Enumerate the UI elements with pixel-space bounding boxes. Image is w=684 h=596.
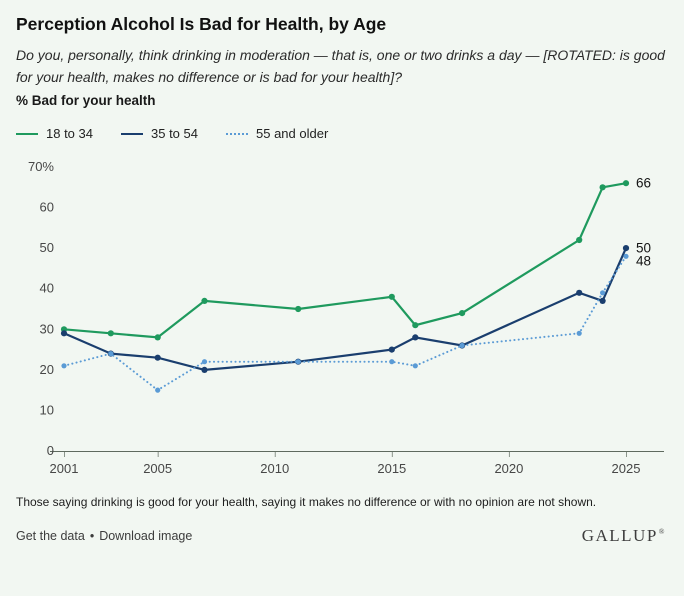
chart-title: Perception Alcohol Is Bad for Health, by… [16, 14, 387, 34]
get-the-data-link[interactable]: Get the data [16, 529, 85, 544]
chart-legend: 18 to 34 35 to 54 55 and older [16, 126, 666, 141]
gallup-logo: GALLUP® [582, 526, 666, 546]
chart-card: Perception Alcohol Is Bad for Health, by… [16, 14, 666, 546]
legend-item-55-and-older: 55 and older [226, 126, 328, 141]
legend-item-18-to-34: 18 to 34 [16, 126, 93, 141]
svg-text:20: 20 [40, 362, 54, 377]
legend-label-35-to-54: 35 to 54 [151, 126, 198, 142]
footer-bar: Get the data • Download image GALLUP® [16, 526, 666, 546]
registered-mark: ® [658, 527, 666, 537]
svg-text:50: 50 [40, 241, 54, 256]
legend-item-35-to-54: 35 to 54 [121, 126, 198, 141]
svg-text:2015: 2015 [377, 461, 406, 476]
svg-text:2020: 2020 [494, 461, 523, 476]
line-chart: 2001 2005 2010 2015 2020 2025 0 10 20 30 40 50 60 70%… [28, 159, 664, 476]
chart-footnote: Those saying drinking is good for your h… [16, 495, 597, 510]
svg-text:60: 60 [40, 200, 54, 215]
legend-swatch-55-and-older [226, 132, 248, 135]
link-separator: • [89, 529, 95, 544]
svg-text:50: 50 [636, 241, 651, 256]
chart-question: Do you, personally, think drinking in mo… [16, 47, 665, 85]
svg-text:2025: 2025 [612, 461, 641, 476]
svg-text:2001: 2001 [50, 461, 79, 476]
svg-text:40: 40 [40, 281, 54, 296]
svg-text:66: 66 [636, 176, 651, 191]
svg-text:10: 10 [40, 403, 54, 418]
svg-text:2010: 2010 [260, 461, 289, 476]
gallup-wordmark: GALLUP [581, 526, 658, 546]
legend-label-55-and-older: 55 and older [256, 126, 329, 142]
chart-measure: % Bad for your health [16, 93, 156, 109]
svg-text:0: 0 [47, 443, 54, 458]
legend-swatch-35-to-54 [121, 132, 143, 135]
footer-links: Get the data • Download image [16, 529, 192, 543]
svg-text:48: 48 [636, 254, 651, 269]
svg-text:30: 30 [40, 322, 54, 337]
svg-text:2005: 2005 [143, 461, 172, 476]
legend-swatch-18-to-34 [16, 132, 38, 135]
svg-text:70%: 70% [28, 159, 54, 174]
legend-label-18-to-34: 18 to 34 [46, 126, 93, 142]
download-image-link[interactable]: Download image [99, 529, 193, 544]
